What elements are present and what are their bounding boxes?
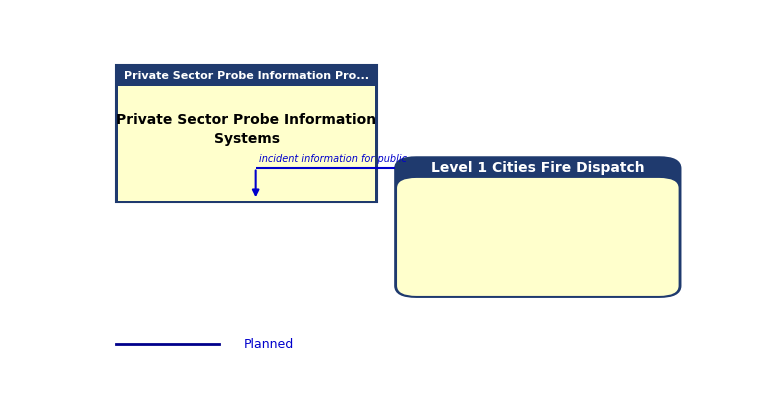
FancyBboxPatch shape — [397, 178, 679, 296]
Text: incident information for public: incident information for public — [258, 154, 406, 164]
FancyBboxPatch shape — [118, 86, 375, 201]
FancyBboxPatch shape — [116, 66, 377, 202]
FancyBboxPatch shape — [395, 157, 680, 297]
FancyBboxPatch shape — [116, 66, 377, 86]
Text: Planned: Planned — [244, 338, 294, 351]
Text: Private Sector Probe Information
Systems: Private Sector Probe Information Systems — [117, 113, 377, 146]
Text: Private Sector Probe Information Pro...: Private Sector Probe Information Pro... — [124, 70, 369, 81]
Text: Level 1 Cities Fire Dispatch: Level 1 Cities Fire Dispatch — [431, 161, 644, 175]
